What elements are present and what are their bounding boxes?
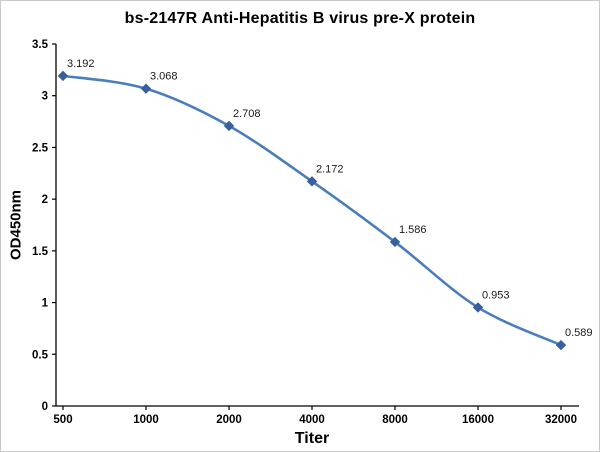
x-tick-label: 16000	[462, 414, 494, 426]
data-point-label: 0.953	[482, 289, 510, 301]
y-tick-label: 1.5	[32, 246, 49, 258]
data-point-label: 1.586	[399, 224, 427, 236]
y-tick-label: 1	[42, 298, 49, 310]
y-tick-label: 3	[42, 91, 48, 103]
x-tick-label: 8000	[382, 414, 408, 426]
x-tick-label: 2000	[216, 414, 242, 426]
chart-title: bs-2147R Anti-Hepatitis B virus pre-X pr…	[124, 10, 476, 27]
x-tick-label: 4000	[299, 414, 325, 426]
y-tick-label: 0.5	[32, 349, 49, 361]
x-axis-title: Titer	[294, 430, 330, 447]
x-tick-label: 1000	[133, 414, 159, 426]
data-point-marker	[223, 120, 235, 132]
y-tick-label: 2.5	[32, 142, 49, 154]
x-tick-label: 500	[53, 414, 72, 426]
data-point-label: 2.172	[316, 163, 344, 175]
data-point-marker	[472, 302, 484, 313]
y-tick-label: 0	[42, 401, 48, 413]
data-point-label: 0.589	[565, 327, 593, 339]
series-line	[61, 74, 563, 347]
data-point-marker	[389, 236, 401, 248]
y-tick-label: 2	[42, 194, 48, 206]
data-point-marker	[57, 70, 69, 82]
y-tick-label: 3.5	[32, 39, 49, 51]
data-point-marker	[306, 176, 318, 187]
data-point-label: 2.708	[233, 108, 261, 120]
x-tick-label: 32000	[545, 414, 577, 426]
data-point-marker	[140, 83, 152, 94]
data-point-marker	[555, 339, 567, 351]
data-point-label: 3.192	[67, 58, 95, 70]
data-point-label: 3.068	[150, 71, 178, 83]
